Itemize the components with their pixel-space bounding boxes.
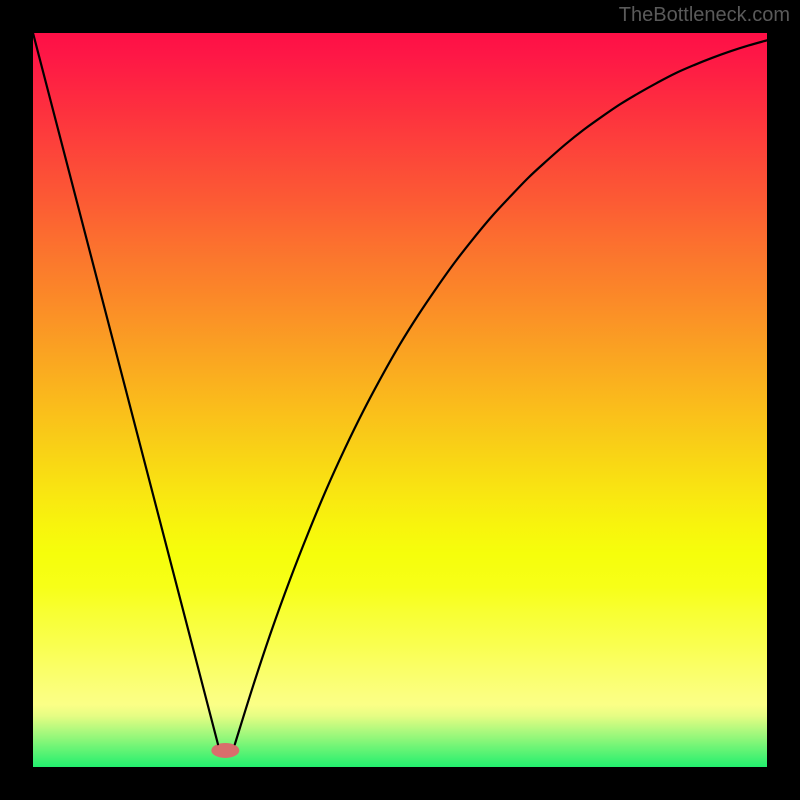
chart-plot-area <box>33 33 767 767</box>
bottleneck-curve-chart <box>33 33 767 767</box>
watermark-text: TheBottleneck.com <box>619 4 790 27</box>
chart-background <box>33 33 767 767</box>
